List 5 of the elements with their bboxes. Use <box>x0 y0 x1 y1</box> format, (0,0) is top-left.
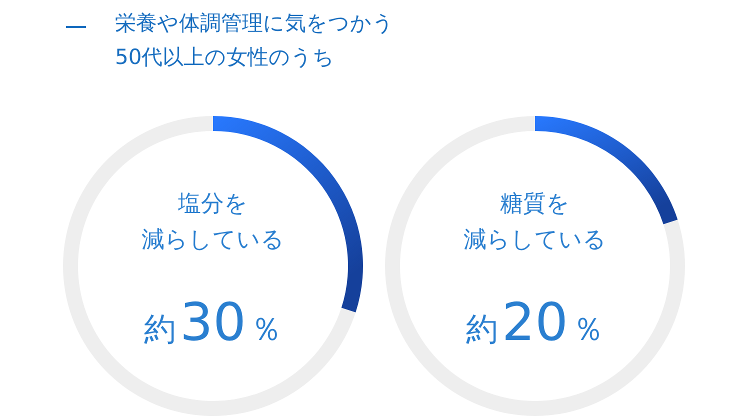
donut-slice <box>63 116 356 416</box>
text: 糖質を減らしている <box>464 191 606 253</box>
text: 塩分を減らしている <box>142 191 284 253</box>
chart-subtitle: 栄養や体調管理に気をつかう 50代以上の女性のうち <box>115 11 394 69</box>
donut-slice <box>385 116 685 416</box>
